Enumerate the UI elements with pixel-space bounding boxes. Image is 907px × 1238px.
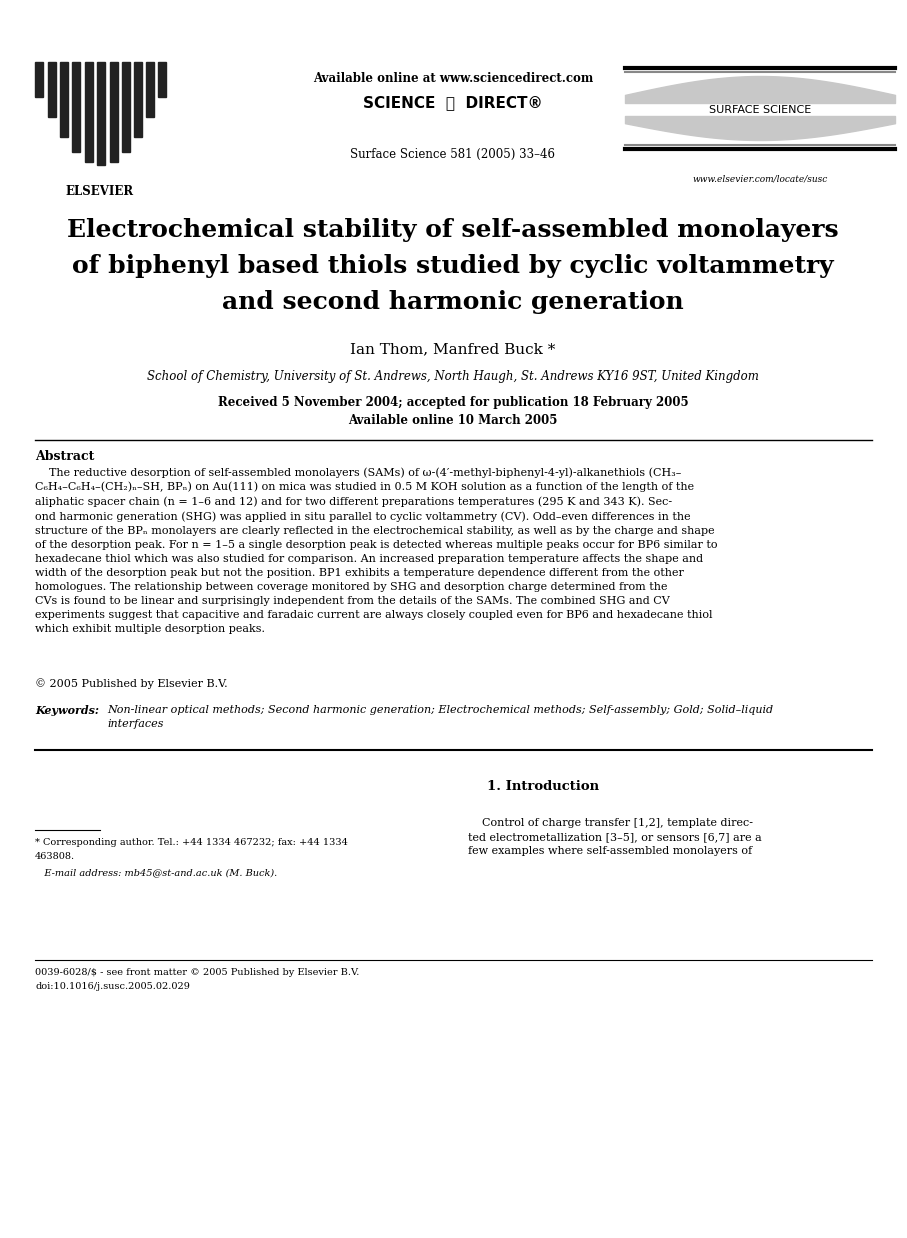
Bar (35, 62, 43, 97)
Bar (72, 62, 80, 152)
Text: Abstract: Abstract (35, 449, 94, 463)
Text: www.elsevier.com/locate/susc: www.elsevier.com/locate/susc (692, 175, 827, 184)
Bar (85, 62, 93, 162)
Text: Available online 10 March 2005: Available online 10 March 2005 (348, 413, 558, 427)
Text: of biphenyl based thiols studied by cyclic voltammetry: of biphenyl based thiols studied by cycl… (73, 254, 834, 279)
Bar (134, 62, 142, 137)
Bar (158, 62, 166, 97)
Text: Received 5 November 2004; accepted for publication 18 February 2005: Received 5 November 2004; accepted for p… (218, 396, 688, 409)
Text: The reductive desorption of self-assembled monolayers (SAMs) of ω-(4′-methyl-bip: The reductive desorption of self-assembl… (35, 467, 717, 634)
Text: doi:10.1016/j.susc.2005.02.029: doi:10.1016/j.susc.2005.02.029 (35, 982, 190, 990)
Text: 1. Introduction: 1. Introduction (487, 780, 599, 794)
Bar (30, 62, 170, 177)
Text: ELSEVIER: ELSEVIER (66, 184, 134, 198)
Text: E-mail address: mb45@st-and.ac.uk (M. Buck).: E-mail address: mb45@st-and.ac.uk (M. Bu… (35, 868, 278, 877)
Text: SCIENCE  ⓐ  DIRECT®: SCIENCE ⓐ DIRECT® (363, 95, 543, 110)
Text: Control of charge transfer [1,2], template direc-
ted electrometallization [3–5]: Control of charge transfer [1,2], templa… (468, 818, 762, 855)
Text: School of Chemistry, University of St. Andrews, North Haugh, St. Andrews KY16 9S: School of Chemistry, University of St. A… (147, 370, 759, 383)
Bar (122, 62, 130, 152)
Text: Surface Science 581 (2005) 33–46: Surface Science 581 (2005) 33–46 (350, 149, 555, 161)
Bar (97, 62, 105, 165)
Bar (110, 62, 118, 162)
Text: 463808.: 463808. (35, 852, 75, 860)
Text: Available online at www.sciencedirect.com: Available online at www.sciencedirect.co… (313, 72, 593, 85)
Text: © 2005 Published by Elsevier B.V.: © 2005 Published by Elsevier B.V. (35, 678, 228, 688)
Bar (48, 62, 56, 118)
Text: Non-linear optical methods; Second harmonic generation; Electrochemical methods;: Non-linear optical methods; Second harmo… (107, 704, 773, 729)
Text: SURFACE SCIENCE: SURFACE SCIENCE (709, 105, 811, 115)
Text: Keywords:: Keywords: (35, 704, 102, 716)
Text: 0039-6028/$ - see front matter © 2005 Published by Elsevier B.V.: 0039-6028/$ - see front matter © 2005 Pu… (35, 968, 359, 977)
Text: Ian Thom, Manfred Buck *: Ian Thom, Manfred Buck * (350, 342, 556, 357)
Bar (146, 62, 154, 118)
Text: * Corresponding author. Tel.: +44 1334 467232; fax: +44 1334: * Corresponding author. Tel.: +44 1334 4… (35, 838, 348, 847)
Text: Electrochemical stability of self-assembled monolayers: Electrochemical stability of self-assemb… (67, 218, 839, 241)
Text: and second harmonic generation: and second harmonic generation (222, 290, 684, 314)
Bar (60, 62, 68, 137)
